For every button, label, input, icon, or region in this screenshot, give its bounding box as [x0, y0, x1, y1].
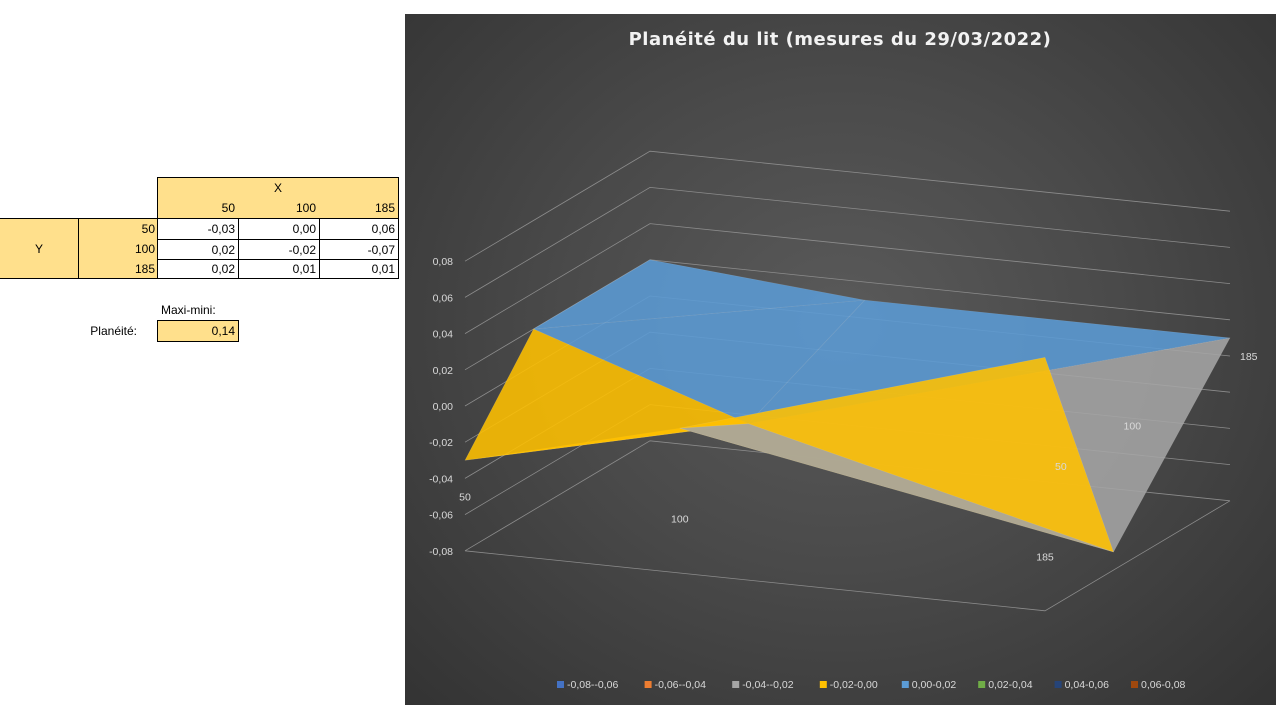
- table-cell[interactable]: -0,03: [157, 218, 238, 239]
- table-cell[interactable]: -0,07: [319, 239, 399, 259]
- legend-label: -0,06--0,04: [655, 679, 707, 691]
- legend-swatch: [1131, 681, 1138, 688]
- chart-canvas: Planéité du lit (mesures du 29/03/2022) …: [429, 29, 1258, 691]
- maxi-mini-label: Maxi-mini:: [161, 303, 216, 317]
- table-cell[interactable]: 0,00: [238, 218, 319, 239]
- x-value-header: 100: [238, 198, 319, 219]
- legend-swatch: [819, 681, 827, 688]
- chart-axes: 0,08 0,06 0,04 0,02 0,00 -0,02 -0,04 -0,06 -0,08…: [429, 256, 1258, 563]
- z-tick-label: -0,08: [429, 546, 453, 558]
- x-axis-header: X: [157, 177, 399, 198]
- legend-swatch: [1054, 681, 1062, 688]
- z-tick-label: 0,08: [433, 256, 454, 268]
- table-cell[interactable]: 0,02: [157, 259, 238, 279]
- table-cell[interactable]: 0,01: [238, 259, 319, 279]
- legend-label: 0,02-0,04: [988, 679, 1033, 691]
- z-tick-label: 0,04: [433, 329, 454, 341]
- y-axis-header: Y: [0, 218, 78, 279]
- y-tick-label: 100: [1124, 420, 1142, 432]
- legend-swatch: [732, 681, 740, 688]
- surface-chart[interactable]: Planéité du lit (mesures du 29/03/2022) …: [405, 14, 1276, 705]
- x-value-header: 185: [319, 198, 399, 219]
- y-value-header: 185: [78, 259, 158, 279]
- y-tick-label: 50: [1055, 461, 1067, 473]
- surface-facet: [533, 259, 865, 330]
- legend-swatch: [644, 681, 652, 688]
- x-tick-label: 100: [671, 514, 689, 526]
- gridline: [464, 150, 1231, 262]
- legend-swatch: [557, 681, 564, 688]
- x-tick-label: 50: [459, 491, 471, 503]
- chart-legend: -0,08--0,06 -0,06--0,04 -0,04--0,02 -0,02-0…: [557, 679, 1186, 691]
- z-tick-label: -0,04: [429, 473, 453, 485]
- z-tick-label: 0,02: [433, 365, 454, 377]
- x-tick-label: 185: [1036, 551, 1054, 563]
- z-tick-label: -0,02: [429, 437, 453, 449]
- legend-label: 0,04-0,06: [1065, 679, 1110, 691]
- surface-facet: [464, 328, 750, 461]
- table-cell[interactable]: 0,02: [157, 239, 238, 259]
- surface-plot: [464, 259, 1231, 553]
- planeite-label: Planéité:: [90, 324, 137, 338]
- legend-label: 0,00-0,02: [912, 679, 957, 691]
- legend-swatch: [901, 681, 909, 688]
- table-cell[interactable]: -0,02: [238, 239, 319, 259]
- planeite-value[interactable]: 0,14: [157, 320, 239, 342]
- gridline: [464, 186, 1231, 298]
- table-cell[interactable]: 0,01: [319, 259, 399, 279]
- y-tick-label: 185: [1240, 351, 1258, 363]
- legend-label: -0,02-0,00: [830, 679, 878, 691]
- table-cell[interactable]: 0,06: [319, 218, 399, 239]
- legend-label: -0,08--0,06: [567, 679, 619, 691]
- surface-facet: [679, 423, 1114, 553]
- chart-title: Planéité du lit (mesures du 29/03/2022): [629, 29, 1052, 50]
- legend-label: -0,04--0,02: [742, 679, 794, 691]
- z-tick-label: 0,00: [433, 401, 454, 413]
- y-value-header: 50: [78, 218, 158, 239]
- z-tick-label: -0,06: [429, 510, 453, 522]
- y-value-header: 100: [78, 239, 158, 259]
- floor-outline: [464, 500, 1231, 612]
- legend-swatch: [978, 681, 986, 688]
- legend-label: 0,06-0,08: [1141, 679, 1186, 691]
- z-tick-label: 0,06: [433, 292, 454, 304]
- x-value-header: 50: [157, 198, 238, 219]
- gridline: [464, 223, 1231, 334]
